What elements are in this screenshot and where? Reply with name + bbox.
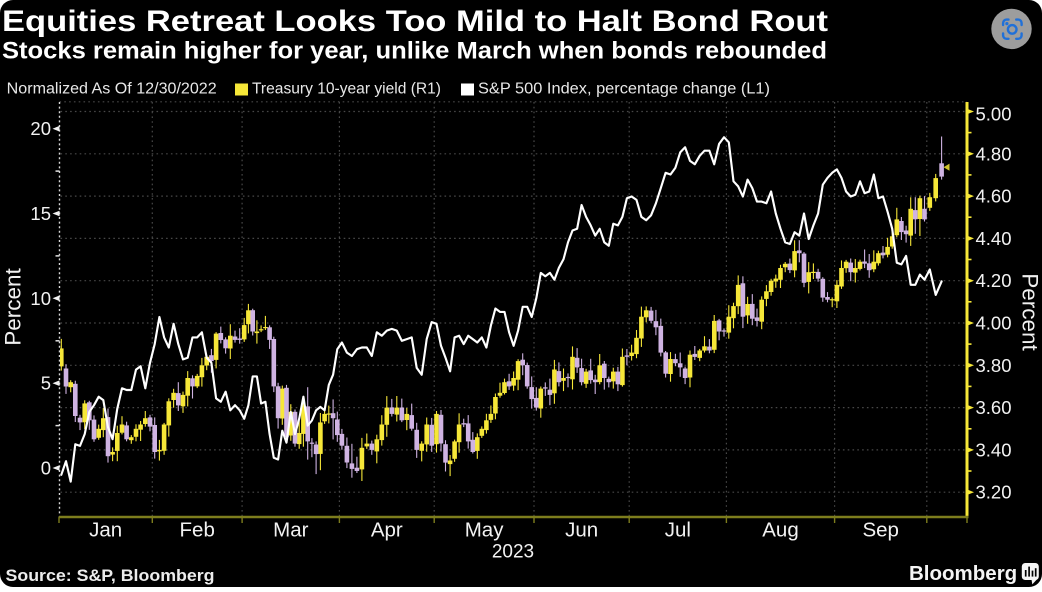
svg-text:Feb: Feb: [180, 519, 215, 542]
svg-text:Equities Retreat Looks Too Mil: Equities Retreat Looks Too Mild to Halt …: [2, 5, 828, 38]
svg-text:4.80: 4.80: [976, 143, 1012, 164]
svg-text:Bloomberg: Bloomberg: [909, 562, 1017, 585]
svg-text:5.00: 5.00: [976, 104, 1012, 125]
svg-text:4.20: 4.20: [976, 270, 1012, 291]
svg-text:Mar: Mar: [273, 519, 308, 542]
svg-text:May: May: [465, 519, 504, 542]
svg-text:Jan: Jan: [89, 519, 122, 542]
svg-text:Jun: Jun: [565, 519, 598, 542]
svg-text:Stocks remain higher for year,: Stocks remain higher for year, unlike Ma…: [2, 38, 827, 65]
svg-text:4.60: 4.60: [976, 186, 1012, 207]
svg-text:0: 0: [41, 458, 51, 479]
svg-text:Percent: Percent: [1, 267, 26, 345]
svg-text:10: 10: [30, 288, 51, 309]
svg-text:Apr: Apr: [371, 519, 403, 542]
svg-text:2023: 2023: [492, 542, 534, 563]
svg-text:20: 20: [30, 118, 51, 139]
svg-text:S&P 500 Index, percentage chan: S&P 500 Index, percentage change (L1): [478, 81, 770, 98]
svg-text:Percent: Percent: [1018, 273, 1042, 351]
svg-text:4.40: 4.40: [976, 228, 1012, 249]
svg-text:5: 5: [41, 373, 51, 394]
svg-text:Normalized As Of 12/30/2022: Normalized As Of 12/30/2022: [7, 81, 217, 98]
svg-text:15: 15: [30, 203, 51, 224]
svg-text:3.60: 3.60: [976, 397, 1012, 418]
svg-text:Sep: Sep: [862, 519, 898, 542]
svg-text:Aug: Aug: [762, 519, 798, 542]
svg-text:3.40: 3.40: [976, 439, 1012, 460]
svg-text:Treasury 10-year yield (R1): Treasury 10-year yield (R1): [252, 81, 441, 98]
svg-text:4.00: 4.00: [976, 313, 1012, 334]
svg-text:3.80: 3.80: [976, 355, 1012, 376]
svg-text:Jul: Jul: [665, 519, 691, 542]
svg-text:3.20: 3.20: [976, 482, 1012, 503]
svg-text:Source: S&P, Bloomberg: Source: S&P, Bloomberg: [6, 566, 215, 585]
